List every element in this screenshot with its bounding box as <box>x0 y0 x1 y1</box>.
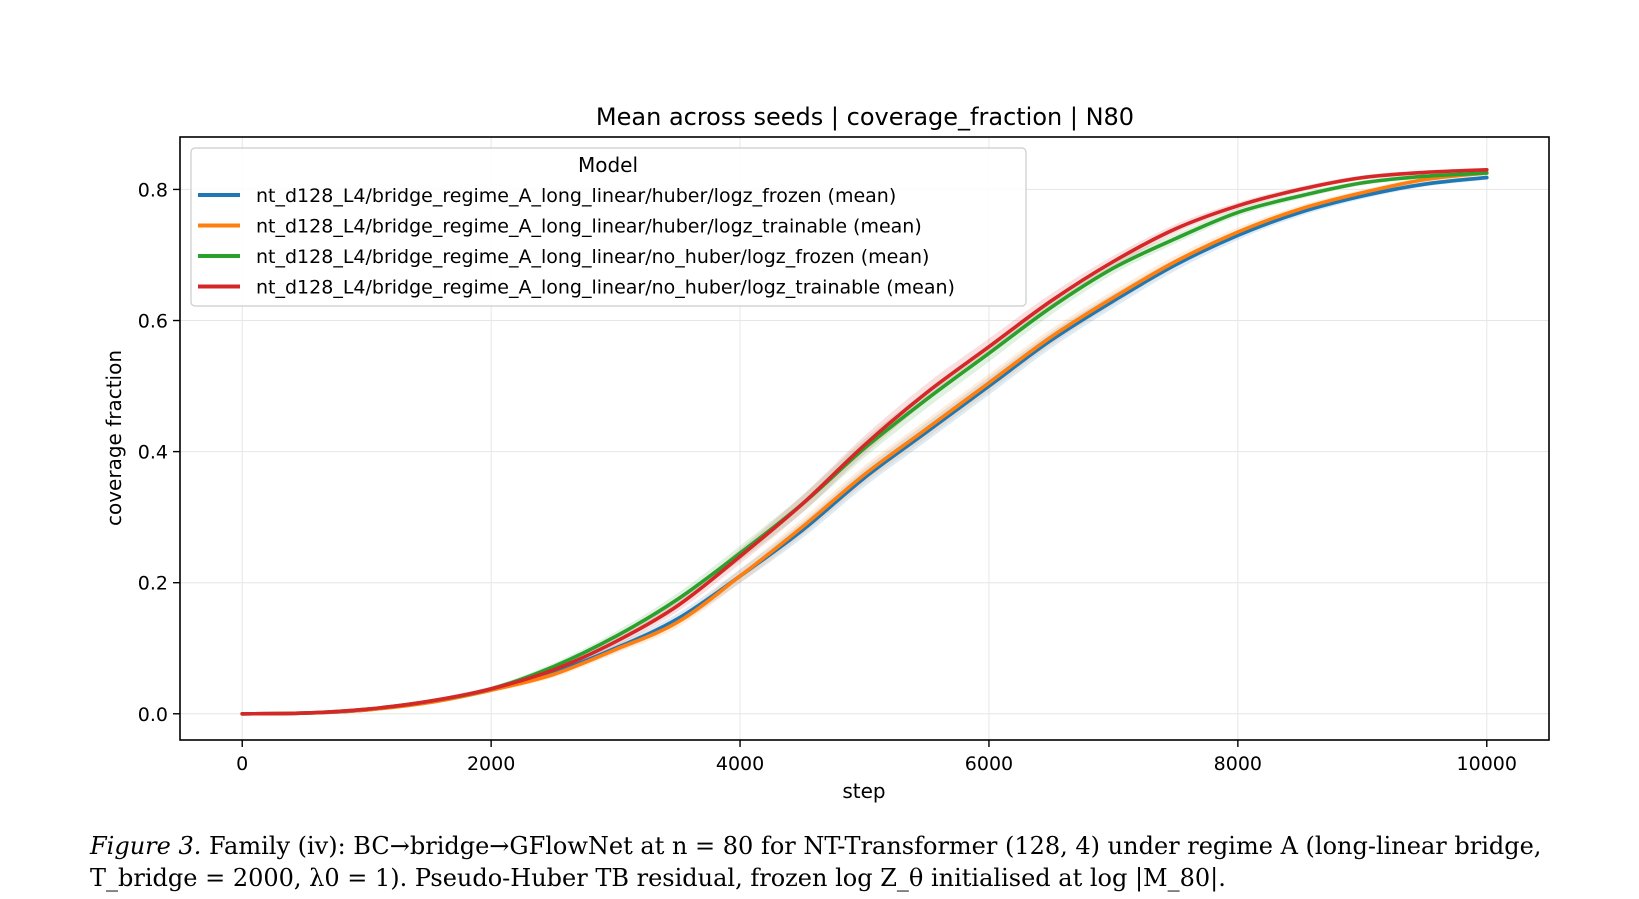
y-tick-label: 0.2 <box>138 573 168 595</box>
legend-label: nt_d128_L4/bridge_regime_A_long_linear/n… <box>256 277 955 299</box>
figure-label: Figure 3. <box>90 832 202 860</box>
y-tick-label: 0.0 <box>138 704 168 726</box>
legend-box <box>190 147 1027 307</box>
x-tick-label: 2000 <box>467 753 515 775</box>
x-tick-label: 6000 <box>965 753 1013 775</box>
x-tick-label: 4000 <box>716 753 764 775</box>
chart: Mean across seeds | coverage_fraction | … <box>102 103 1550 803</box>
legend-label: nt_d128_L4/bridge_regime_A_long_linear/h… <box>256 185 896 207</box>
legend-title: Model <box>578 153 638 177</box>
x-axis-ticks: 0 2000 4000 6000 8000 10000 <box>236 740 1517 775</box>
x-axis-label: step <box>842 779 885 803</box>
y-tick-label: 0.6 <box>138 311 168 333</box>
chart-title: Mean across seeds | coverage_fraction | … <box>596 103 1134 131</box>
plot-frame <box>179 136 1550 741</box>
figure-caption: Figure 3. Family (iv): BC→bridge→GFlowNe… <box>90 830 1570 894</box>
x-tick-label: 0 <box>236 753 248 775</box>
series-line <box>240 168 1489 716</box>
legend: Model nt_d128_L4/bridge_regime_A_long_li… <box>190 147 1027 307</box>
legend-entries: nt_d128_L4/bridge_regime_A_long_linear/h… <box>198 185 955 299</box>
y-tick-label: 0.8 <box>138 179 168 201</box>
y-axis-label: coverage fraction <box>102 350 126 526</box>
series-lines <box>240 168 1489 716</box>
x-tick-label: 10000 <box>1457 753 1517 775</box>
legend-label: nt_d128_L4/bridge_regime_A_long_linear/n… <box>256 246 929 268</box>
legend-label: nt_d128_L4/bridge_regime_A_long_linear/h… <box>256 216 922 238</box>
caption-text: Family (iv): BC→bridge→GFlowNet at n = 8… <box>90 832 1542 892</box>
y-tick-label: 0.4 <box>138 442 168 464</box>
series-band <box>242 167 1487 716</box>
x-tick-label: 8000 <box>1214 753 1262 775</box>
y-axis-ticks: 0.0 0.2 0.4 0.6 0.8 <box>138 179 180 726</box>
